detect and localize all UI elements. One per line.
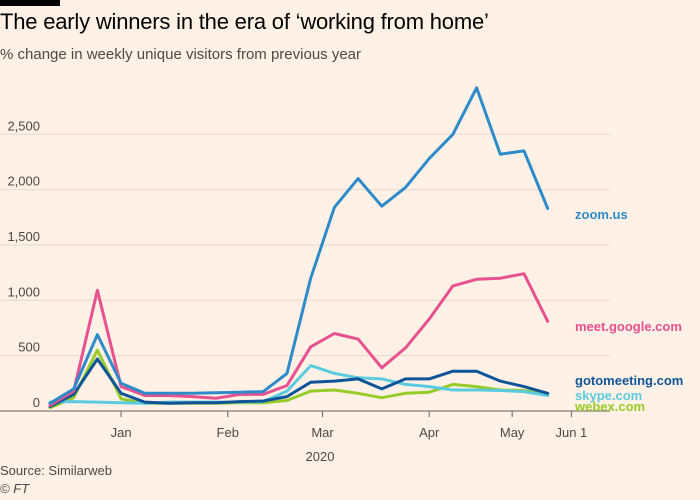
source-note: Source: Similarweb (0, 463, 112, 478)
series-label-meet-google-com: meet.google.com (575, 319, 682, 334)
series-line-gotomeeting-com (48, 357, 550, 409)
x-axis-label: 2020 (306, 449, 335, 464)
x-tick-label: Mar (311, 425, 334, 440)
y-axis-ticks: 0 500 1,000 1,500 2,000 2,500 (7, 118, 40, 410)
series-label-skype-com: skype.com (575, 388, 642, 403)
x-axis-ticks: Jan Feb Mar Apr May Jun 1 (111, 411, 587, 440)
series-line-skype-com (48, 364, 550, 405)
x-tick-label: Apr (419, 425, 440, 440)
x-tick-label: May (500, 425, 525, 440)
y-tick-label: 0 (33, 395, 40, 410)
chart-subtitle: % change in weekly unique visitors from … (0, 46, 362, 63)
series-line-zoom-us (48, 86, 550, 405)
series-lines (48, 86, 550, 410)
series-labels: zoom.us meet.google.com gotomeeting.comsky… (574, 207, 683, 414)
chart-title: The early winners in the era of ‘working… (0, 9, 489, 34)
y-tick-label: 2,500 (7, 118, 40, 133)
series-label-zoom-us: zoom.us (575, 207, 628, 222)
x-tick-label: Jan (111, 425, 132, 440)
series-line-webex-com (48, 348, 550, 410)
y-tick-label: 1,000 (7, 284, 40, 299)
series-label-gotomeeting-com: gotomeeting.com (575, 373, 683, 388)
copyright: © FT (0, 481, 30, 496)
y-tick-label: 2,000 (7, 174, 40, 189)
y-tick-label: 500 (18, 340, 40, 355)
series-label-webex-com: webex.com (574, 399, 645, 414)
x-tick-label: Jun 1 (555, 425, 587, 440)
series-line-meet-google-com (48, 272, 550, 407)
ft-top-bar (0, 0, 60, 6)
y-tick-label: 1,500 (7, 229, 40, 244)
x-tick-label: Feb (217, 425, 239, 440)
